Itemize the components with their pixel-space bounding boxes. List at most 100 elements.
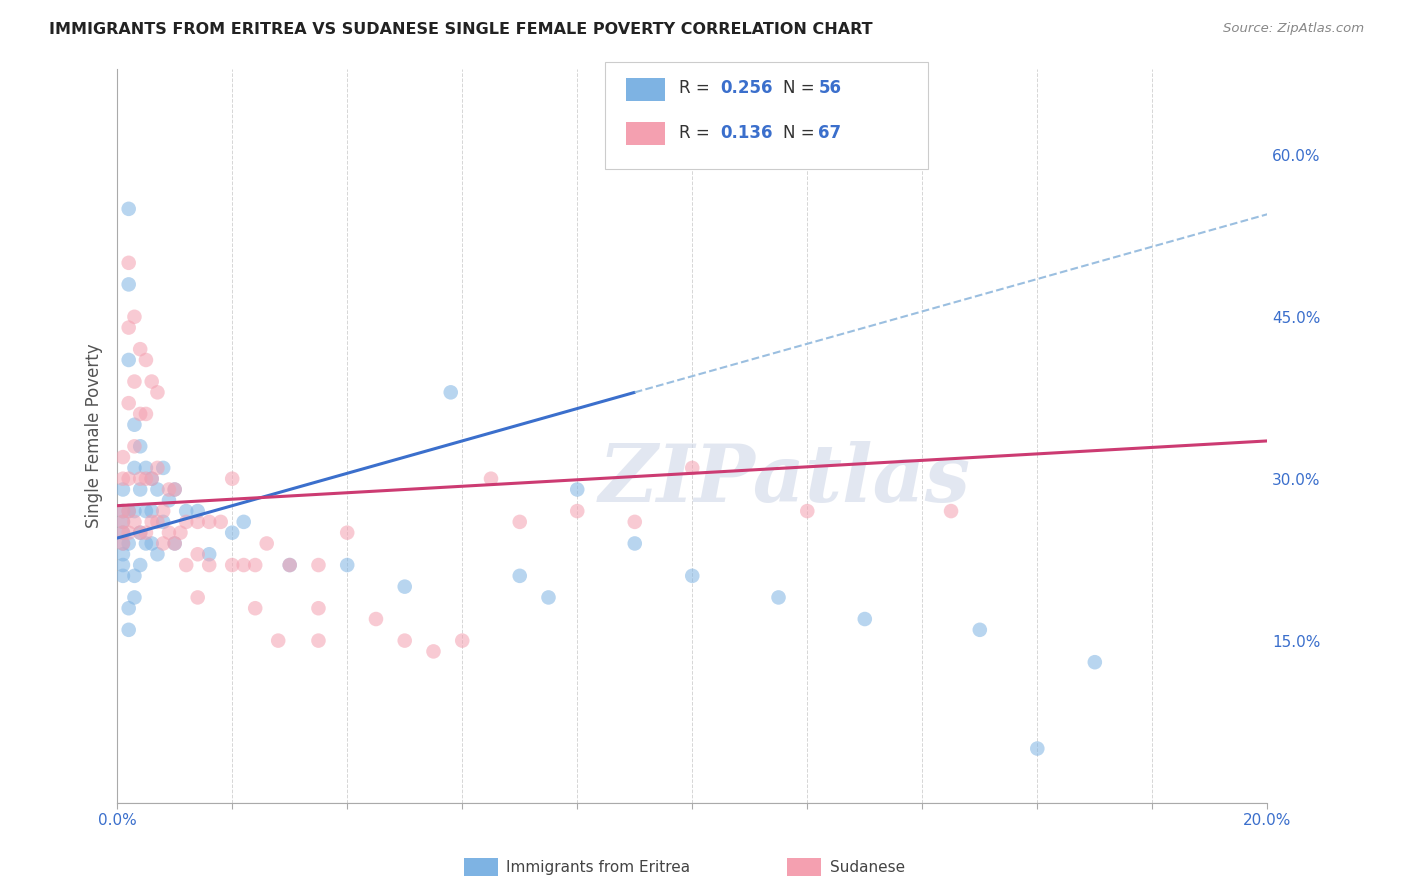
Point	[440, 385, 463, 400]
Point	[267, 633, 290, 648]
Point	[129, 558, 152, 572]
Point	[768, 591, 790, 605]
Point	[118, 256, 141, 270]
Point	[221, 525, 243, 540]
Point	[451, 633, 474, 648]
Text: R =: R =	[679, 79, 716, 97]
Point	[118, 504, 141, 518]
Point	[796, 504, 818, 518]
Point	[118, 472, 141, 486]
Point	[111, 504, 134, 518]
Point	[198, 515, 221, 529]
Point	[422, 644, 444, 658]
Point	[118, 623, 141, 637]
Point	[141, 472, 163, 486]
Point	[567, 483, 589, 497]
Point	[118, 277, 141, 292]
Point	[129, 525, 152, 540]
Point	[308, 558, 330, 572]
Point	[394, 580, 416, 594]
Text: N =: N =	[783, 79, 820, 97]
Point	[336, 525, 359, 540]
Point	[118, 396, 141, 410]
Point	[221, 472, 243, 486]
Point	[152, 504, 174, 518]
Point	[278, 558, 301, 572]
Point	[111, 515, 134, 529]
Point	[124, 515, 146, 529]
Point	[111, 569, 134, 583]
Point	[111, 515, 134, 529]
Point	[174, 558, 197, 572]
Point	[118, 601, 141, 615]
Text: Immigrants from Eritrea: Immigrants from Eritrea	[506, 860, 690, 874]
Point	[118, 525, 141, 540]
Point	[111, 558, 134, 572]
Point	[118, 353, 141, 368]
Point	[111, 536, 134, 550]
Point	[141, 472, 163, 486]
Point	[308, 633, 330, 648]
Point	[129, 407, 152, 421]
Point	[111, 525, 134, 540]
Point	[135, 472, 157, 486]
Text: 56: 56	[818, 79, 841, 97]
Point	[939, 504, 962, 518]
Point	[146, 461, 169, 475]
Point	[129, 472, 152, 486]
Point	[118, 320, 141, 334]
Point	[141, 375, 163, 389]
Point	[124, 439, 146, 453]
Point	[129, 483, 152, 497]
Point	[509, 569, 531, 583]
Point	[124, 569, 146, 583]
Point	[174, 504, 197, 518]
Point	[245, 601, 267, 615]
Point	[129, 439, 152, 453]
Point	[256, 536, 278, 550]
Point	[129, 342, 152, 356]
Point	[1084, 655, 1107, 669]
Text: Source: ZipAtlas.com: Source: ZipAtlas.com	[1223, 22, 1364, 36]
Point	[232, 515, 254, 529]
Text: 0.256: 0.256	[720, 79, 772, 97]
Point	[124, 461, 146, 475]
Point	[111, 504, 134, 518]
Point	[146, 483, 169, 497]
Point	[152, 515, 174, 529]
Point	[187, 591, 209, 605]
Point	[853, 612, 876, 626]
Point	[163, 536, 186, 550]
Point	[135, 504, 157, 518]
Point	[163, 483, 186, 497]
Point	[232, 558, 254, 572]
Point	[157, 483, 180, 497]
Point	[198, 547, 221, 561]
Point	[146, 515, 169, 529]
Point	[623, 536, 645, 550]
Point	[187, 515, 209, 529]
Point	[111, 483, 134, 497]
Point	[135, 536, 157, 550]
Text: 0.136: 0.136	[720, 124, 772, 142]
Point	[111, 450, 134, 464]
Point	[152, 536, 174, 550]
Point	[174, 515, 197, 529]
Text: Sudanese: Sudanese	[830, 860, 904, 874]
Point	[124, 504, 146, 518]
Text: IMMIGRANTS FROM ERITREA VS SUDANESE SINGLE FEMALE POVERTY CORRELATION CHART: IMMIGRANTS FROM ERITREA VS SUDANESE SING…	[49, 22, 873, 37]
Point	[152, 461, 174, 475]
Y-axis label: Single Female Poverty: Single Female Poverty	[86, 343, 103, 528]
Point	[364, 612, 387, 626]
Text: N =: N =	[783, 124, 820, 142]
Point	[278, 558, 301, 572]
Text: 67: 67	[818, 124, 841, 142]
Point	[245, 558, 267, 572]
Point	[111, 536, 134, 550]
Point	[157, 493, 180, 508]
Point	[118, 202, 141, 216]
Text: R =: R =	[679, 124, 716, 142]
Point	[969, 623, 991, 637]
Point	[135, 353, 157, 368]
Point	[124, 591, 146, 605]
